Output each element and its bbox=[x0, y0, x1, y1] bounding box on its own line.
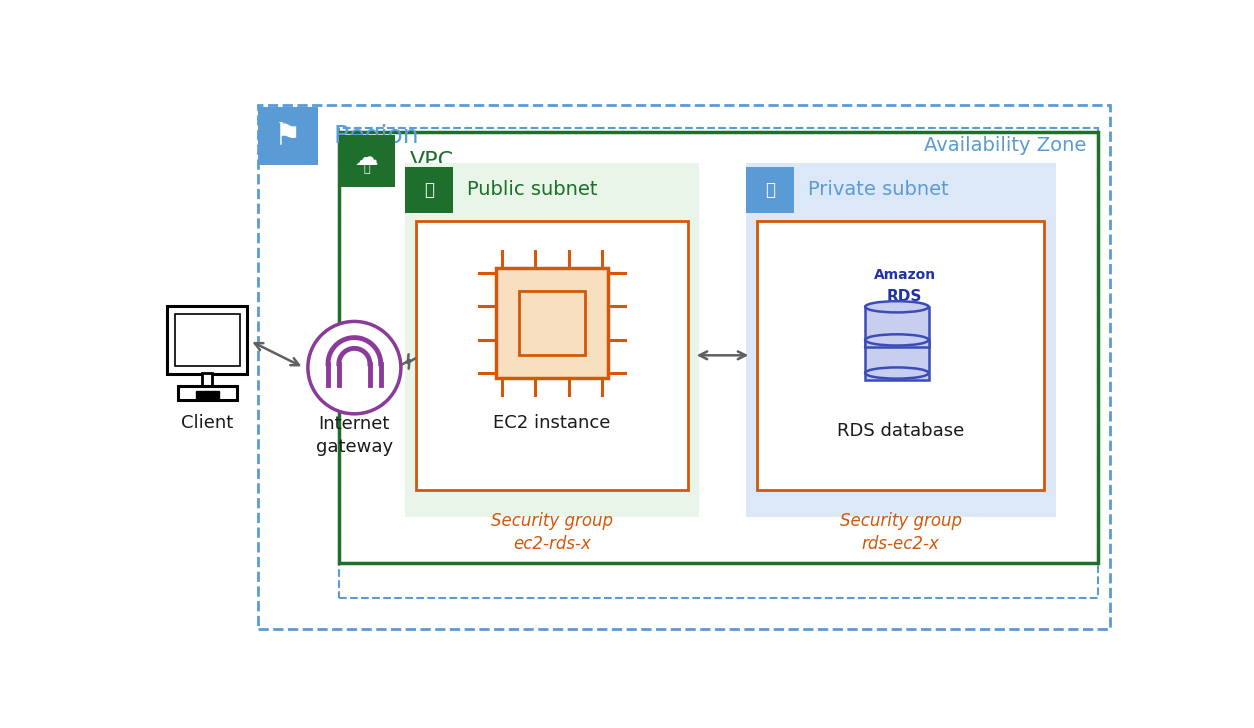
Text: 🔒: 🔒 bbox=[424, 181, 434, 199]
Text: ☁: ☁ bbox=[355, 146, 379, 170]
FancyBboxPatch shape bbox=[757, 221, 1045, 490]
FancyBboxPatch shape bbox=[497, 268, 608, 379]
Text: Client: Client bbox=[181, 414, 233, 432]
Text: Public subnet: Public subnet bbox=[466, 181, 597, 199]
FancyBboxPatch shape bbox=[746, 167, 794, 213]
Text: Internet
gateway: Internet gateway bbox=[316, 415, 393, 456]
Text: RDS: RDS bbox=[887, 288, 922, 304]
FancyBboxPatch shape bbox=[167, 306, 247, 373]
Ellipse shape bbox=[865, 341, 929, 352]
FancyBboxPatch shape bbox=[339, 135, 395, 188]
FancyBboxPatch shape bbox=[257, 108, 319, 165]
FancyBboxPatch shape bbox=[416, 221, 687, 490]
Text: EC2 instance: EC2 instance bbox=[493, 414, 611, 432]
Text: RDS database: RDS database bbox=[838, 422, 964, 440]
FancyBboxPatch shape bbox=[405, 167, 453, 213]
Ellipse shape bbox=[865, 408, 929, 419]
Text: 🔒: 🔒 bbox=[765, 181, 775, 199]
Text: Region: Region bbox=[334, 124, 419, 149]
FancyBboxPatch shape bbox=[405, 163, 700, 517]
FancyBboxPatch shape bbox=[865, 373, 929, 413]
FancyBboxPatch shape bbox=[865, 340, 929, 380]
FancyBboxPatch shape bbox=[174, 314, 240, 366]
Ellipse shape bbox=[865, 368, 929, 379]
Text: VPC: VPC bbox=[410, 151, 454, 171]
FancyBboxPatch shape bbox=[519, 290, 584, 355]
FancyBboxPatch shape bbox=[865, 306, 929, 347]
FancyBboxPatch shape bbox=[746, 163, 1056, 517]
Circle shape bbox=[308, 322, 401, 414]
Ellipse shape bbox=[865, 374, 929, 386]
Text: Availability Zone: Availability Zone bbox=[924, 135, 1087, 154]
FancyBboxPatch shape bbox=[178, 386, 237, 400]
Ellipse shape bbox=[865, 301, 929, 312]
Text: ⚑: ⚑ bbox=[275, 122, 301, 151]
Text: 🔒: 🔒 bbox=[364, 164, 370, 174]
Text: Security group
ec2-rds-x: Security group ec2-rds-x bbox=[492, 512, 613, 553]
Ellipse shape bbox=[865, 334, 929, 346]
FancyBboxPatch shape bbox=[196, 391, 218, 398]
Text: Amazon: Amazon bbox=[874, 268, 935, 282]
FancyBboxPatch shape bbox=[202, 373, 212, 387]
Text: Security group
rds-ec2-x: Security group rds-ec2-x bbox=[840, 512, 962, 553]
Text: Private subnet: Private subnet bbox=[808, 181, 948, 199]
